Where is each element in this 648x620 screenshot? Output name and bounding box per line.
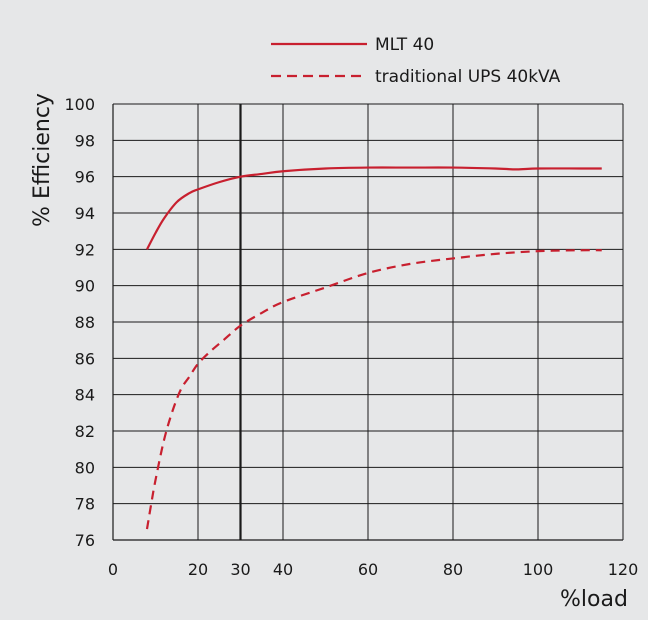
x-axis-label: %load [560,587,628,612]
legend: MLT 40 traditional UPS 40kVA [271,35,561,87]
y-tick-label: 92 [75,240,95,259]
legend-label: traditional UPS 40kVA [375,67,561,87]
y-tick-label: 76 [75,531,95,550]
y-tick-label: 98 [75,131,95,150]
y-tick-label: 80 [75,458,95,477]
y-tick-label: 100 [64,95,95,114]
y-tick-label: 78 [75,495,95,514]
y-tick-label: 84 [75,386,95,405]
y-tick-label: 88 [75,313,95,332]
x-tick-label: 0 [108,560,118,579]
x-tick-label: 80 [443,560,463,579]
y-tick-label: 90 [75,277,95,296]
y-tick-label: 96 [75,168,95,187]
grid [113,103,624,541]
x-tick-label: 20 [188,560,208,579]
x-tick-label: 60 [358,560,378,579]
x-tick-label: 40 [273,560,293,579]
y-tick-label: 86 [75,349,95,368]
x-tick-label: 100 [523,560,554,579]
y-axis-label: % Efficiency [30,93,55,227]
series-line-mlt40 [146,166,602,250]
axes: 76 78 80 82 84 86 88 90 92 94 96 98 100 0 20 30 40 60 80 10… [64,95,638,579]
legend-label: MLT 40 [375,35,434,55]
series [145,166,602,530]
y-tick-label: 94 [75,204,95,223]
y-tick-label: 82 [75,422,95,441]
series-line-traditional-ups [145,249,602,530]
x-tick-label: 120 [608,560,639,579]
x-tick-label: 30 [230,560,250,579]
